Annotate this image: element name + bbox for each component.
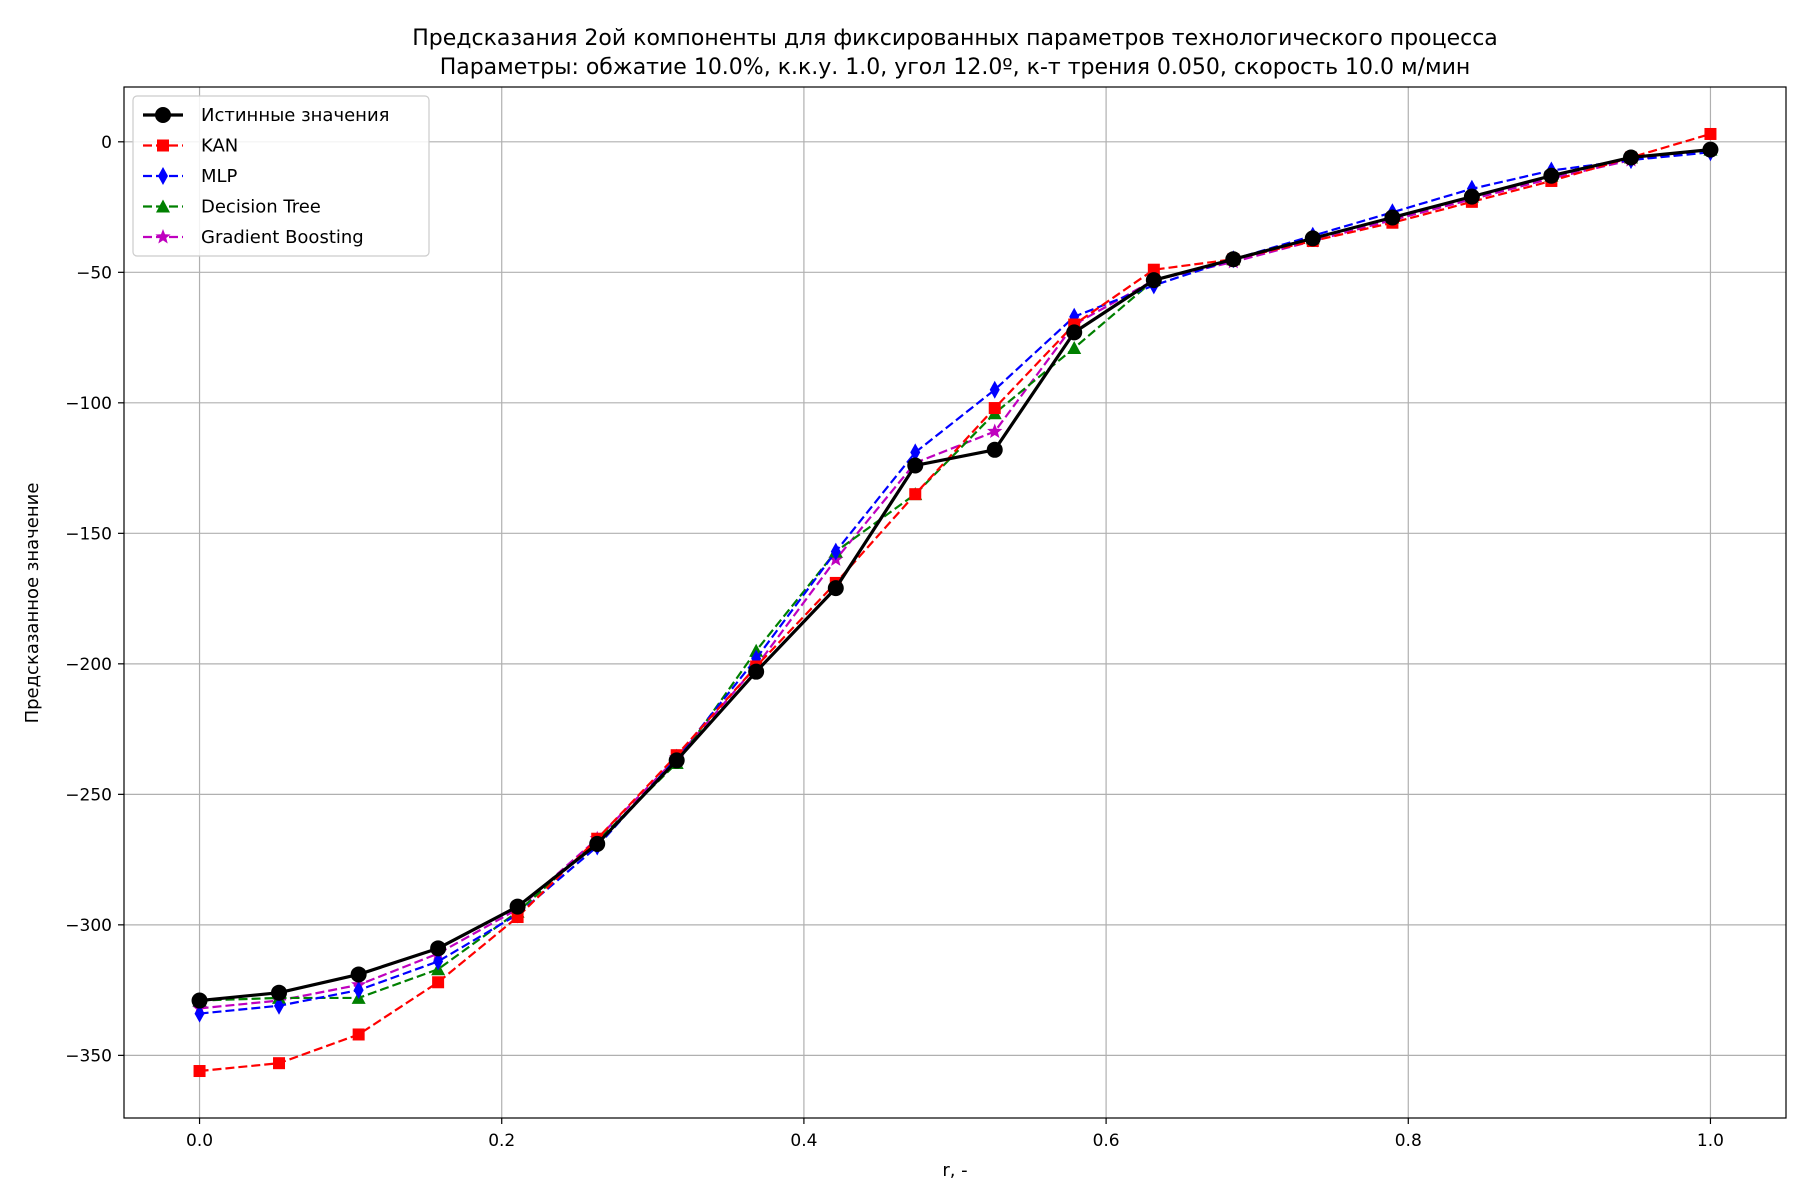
data-point [907, 457, 924, 474]
series-mlp [194, 143, 1716, 1023]
data-point [353, 981, 364, 1000]
data-point [1384, 209, 1401, 226]
data-point [987, 423, 1003, 439]
data-point [193, 1065, 206, 1078]
series-line [199, 148, 1711, 1010]
data-point [511, 911, 524, 924]
grid [124, 87, 1786, 1118]
data-point [748, 663, 765, 680]
legend-marker [157, 139, 169, 152]
data-point [909, 488, 922, 501]
plot-frame [123, 86, 1787, 1119]
data-point [271, 984, 288, 1001]
data-point [986, 441, 1003, 458]
legend-entry: KAN [143, 136, 238, 157]
legend-entry: Истинные значения [143, 105, 389, 126]
data-point [432, 976, 445, 989]
series-group [191, 127, 1719, 1078]
x-axis-label: r, - [942, 1160, 967, 1181]
series-line [199, 151, 1711, 1015]
data-point [1304, 230, 1321, 247]
x-tick-label: 0.8 [1395, 1131, 1422, 1151]
legend-marker [155, 107, 171, 123]
data-point [433, 952, 444, 971]
legend-entry: MLP [143, 166, 238, 187]
data-point [988, 402, 1001, 415]
legend-marker [156, 199, 170, 213]
y-tick-label: −200 [65, 655, 112, 675]
x-tick-label: 1.0 [1697, 1131, 1724, 1151]
x-tick-label: 0.0 [186, 1131, 213, 1151]
legend-entry: Gradient Boosting [143, 227, 364, 248]
legend-marker [158, 167, 168, 185]
data-point [274, 996, 285, 1015]
data-point [910, 443, 921, 462]
chart-subtitle: Параметры: обжатие 10.0%, к.к.у. 1.0, уг… [440, 55, 1471, 80]
x-tick-label: 0.4 [790, 1131, 817, 1151]
data-point [668, 752, 685, 769]
legend-box [132, 95, 430, 257]
legend: Истинные значения KAN MLP Decision Tree Grad… [132, 95, 430, 257]
data-point [1543, 167, 1560, 184]
data-point [430, 940, 447, 957]
y-tick-label: −50 [76, 263, 112, 283]
chart-title: Предсказания 2ой компоненты для фиксиров… [412, 26, 1498, 51]
data-point [1622, 149, 1639, 166]
data-point [1463, 188, 1480, 205]
x-tick-label: 0.6 [1093, 1131, 1120, 1151]
legend-label: Decision Tree [201, 197, 321, 218]
y-tick-label: −150 [65, 524, 112, 544]
data-point [1145, 272, 1162, 289]
legend-label: KAN [201, 136, 238, 157]
y-tick-label: 0 [101, 133, 112, 153]
series-line [199, 148, 1711, 1003]
data-point [191, 992, 208, 1009]
data-point [830, 542, 841, 561]
data-point [350, 966, 367, 983]
data-point [1702, 141, 1719, 158]
data-point [1225, 251, 1242, 268]
series-line [199, 132, 1711, 1073]
data-point [1704, 127, 1717, 140]
legend-label: Истинные значения [201, 105, 389, 126]
data-point [989, 380, 1000, 399]
data-point [509, 898, 526, 915]
y-axis-label: Предсказанное значение [22, 483, 43, 724]
data-point [1067, 341, 1082, 355]
data-point [352, 1028, 365, 1041]
y-tick-label: −350 [65, 1046, 112, 1066]
data-point [273, 1057, 286, 1070]
data-point [589, 835, 606, 852]
y-tick-label: −250 [65, 785, 112, 805]
legend-marker [155, 229, 171, 244]
legend-entry: Decision Tree [143, 197, 321, 218]
data-point [1147, 263, 1160, 276]
series-line [199, 148, 1711, 1002]
series-kan [193, 127, 1717, 1078]
y-tick-label: −300 [65, 916, 112, 936]
legend-label: Gradient Boosting [201, 227, 364, 248]
data-point [194, 1004, 205, 1023]
data-point [827, 580, 844, 597]
y-tick-label: −100 [65, 394, 112, 414]
data-point [1066, 324, 1083, 341]
series-истинные-значения [191, 141, 1719, 1009]
axis-ticks: 0.0 0.2 0.4 0.6 0.8 1.0 0 −50 −100 −150 −200 −250 −3… [65, 133, 1724, 1151]
legend-label: MLP [201, 166, 238, 187]
x-tick-label: 0.2 [488, 1131, 515, 1151]
